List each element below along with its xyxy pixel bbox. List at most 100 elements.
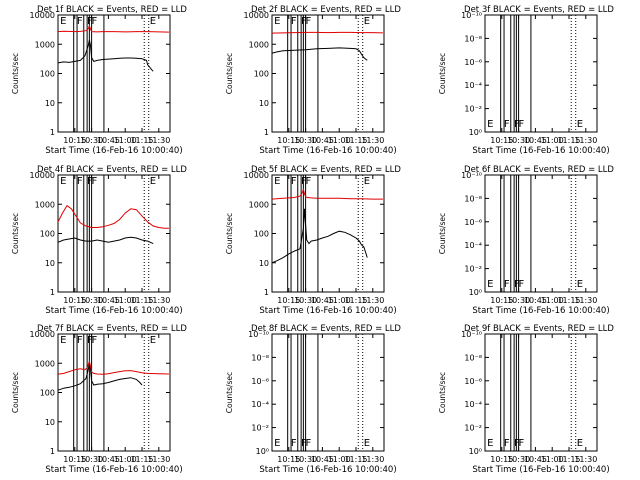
- x-axis-label: Start Time (16-Feb-16 10:00:40): [472, 146, 609, 156]
- flag-marker-f: F: [301, 438, 307, 449]
- x-tick-label: 10:15: [63, 136, 86, 145]
- x-axis-label: Start Time (16-Feb-16 10:00:40): [472, 306, 609, 316]
- x-tick-label: 11:30: [147, 136, 170, 145]
- plot-frame: [484, 174, 598, 293]
- flag-marker-e: E: [60, 176, 66, 187]
- y-tick-label: 10⁻⁸: [251, 353, 269, 362]
- flag-marker-e: E: [577, 438, 583, 449]
- flag-marker-f: F: [291, 176, 297, 187]
- x-tick-label: 11:30: [361, 296, 384, 305]
- x-tick-label: 11:00: [328, 136, 351, 145]
- x-tick-label: 10:45: [311, 455, 334, 464]
- detector-panel-8: Det 8f BLACK = Events, RED = LLD 10⁰ 10⁻² 1…: [225, 324, 401, 475]
- flag-marker-e: E: [577, 279, 583, 290]
- panel-title: Det 9f BLACK = Events, RED = LLD: [464, 324, 614, 334]
- plot-frame: [57, 174, 171, 293]
- panel-title: Det 5f BLACK = Events, RED = LLD: [251, 165, 401, 175]
- x-tick-label: 10:30: [507, 136, 530, 145]
- x-tick-label: 11:30: [361, 136, 384, 145]
- flag-marker-f: F: [291, 16, 297, 27]
- lld-series-line: [271, 187, 383, 200]
- x-tick-label: 11:15: [344, 296, 367, 305]
- x-tick-label: 11:15: [130, 296, 153, 305]
- x-tick-label: 11:00: [114, 296, 137, 305]
- x-tick-label: 11:15: [557, 296, 580, 305]
- flag-marker-f: F: [91, 335, 97, 346]
- y-tick-label: 100: [40, 230, 55, 239]
- flag-marker-e: E: [487, 119, 493, 130]
- y-tick-label: 10⁻⁸: [464, 194, 482, 203]
- y-tick-label: 1000: [35, 40, 55, 49]
- x-tick-label: 10:15: [63, 455, 86, 464]
- panel-title: Det 6f BLACK = Events, RED = LLD: [464, 165, 614, 175]
- y-tick-label: 1: [50, 128, 55, 137]
- lld-series-line: [57, 24, 169, 33]
- events-series-line: [271, 47, 368, 61]
- x-axis-label: Start Time (16-Feb-16 10:00:40): [45, 146, 182, 156]
- y-tick-label: 10: [259, 259, 269, 268]
- y-tick-label: 10⁻²: [464, 424, 482, 433]
- y-axis-label: Counts/sec: [11, 213, 20, 254]
- y-axis-label: Counts/sec: [225, 372, 234, 413]
- panel-title: Det 2f BLACK = Events, RED = LLD: [251, 5, 401, 15]
- flag-marker-f: F: [87, 16, 93, 27]
- x-tick-label: 10:30: [294, 455, 317, 464]
- y-tick-label: 1: [264, 288, 269, 297]
- flag-marker-f: F: [301, 16, 307, 27]
- x-tick-label: 10:15: [490, 455, 513, 464]
- x-tick-label: 11:30: [574, 296, 597, 305]
- y-tick-label: 10⁻⁸: [464, 353, 482, 362]
- flag-marker-e: E: [150, 16, 156, 27]
- detector-panel-6: Det 6f BLACK = Events, RED = LLD 10⁰ 10⁻² 1…: [438, 165, 614, 316]
- flag-marker-e: E: [364, 16, 370, 27]
- x-axis-label: Start Time (16-Feb-16 10:00:40): [45, 465, 182, 475]
- x-tick-label: 10:45: [97, 296, 120, 305]
- panel-title: Det 8f BLACK = Events, RED = LLD: [251, 324, 401, 334]
- flag-marker-f: F: [87, 176, 93, 187]
- x-tick-label: 10:15: [277, 455, 300, 464]
- x-tick-label: 10:45: [97, 455, 120, 464]
- plot-frame: [484, 14, 598, 133]
- flag-marker-e: E: [487, 279, 493, 290]
- plot-frame: [484, 333, 598, 452]
- flag-marker-f: F: [77, 176, 83, 187]
- y-tick-label: 1000: [35, 200, 55, 209]
- flag-marker-e: E: [274, 16, 280, 27]
- lld-series-line: [57, 204, 169, 229]
- x-tick-label: 10:15: [490, 136, 513, 145]
- y-axis-label: Counts/sec: [438, 53, 447, 94]
- flag-marker-f: F: [87, 335, 93, 346]
- flag-marker-f: F: [305, 176, 311, 187]
- y-tick-label: 10⁰: [469, 288, 482, 297]
- y-tick-label: 10⁰: [469, 447, 482, 456]
- x-tick-label: 11:30: [574, 455, 597, 464]
- x-tick-label: 11:00: [328, 296, 351, 305]
- events-series-line: [271, 208, 368, 264]
- flag-marker-f: F: [91, 176, 97, 187]
- x-tick-label: 10:30: [80, 296, 103, 305]
- x-tick-label: 11:00: [328, 455, 351, 464]
- detector-panel-9: Det 9f BLACK = Events, RED = LLD 10⁰ 10⁻² 1…: [438, 324, 614, 475]
- x-tick-label: 11:00: [541, 455, 564, 464]
- x-tick-label: 11:15: [130, 455, 153, 464]
- y-tick-label: 10⁻⁴: [464, 400, 482, 409]
- detector-panel-3: Det 3f BLACK = Events, RED = LLD 10⁰ 10⁻² 1…: [438, 5, 614, 156]
- y-tick-label: 10⁻¹⁰: [461, 330, 482, 339]
- y-axis-label: Counts/sec: [11, 53, 20, 94]
- y-tick-label: 10⁻¹⁰: [248, 330, 269, 339]
- x-tick-label: 11:15: [344, 136, 367, 145]
- x-tick-label: 11:30: [574, 136, 597, 145]
- flag-marker-f: F: [77, 335, 83, 346]
- x-axis-label: Start Time (16-Feb-16 10:00:40): [45, 306, 182, 316]
- x-tick-label: 11:30: [147, 296, 170, 305]
- plot-frame: [271, 174, 385, 293]
- flag-marker-f: F: [514, 119, 520, 130]
- flag-marker-f: F: [301, 176, 307, 187]
- y-tick-label: 10⁻⁶: [464, 58, 482, 67]
- y-tick-label: 100: [254, 230, 269, 239]
- x-axis-label: Start Time (16-Feb-16 10:00:40): [472, 465, 609, 475]
- x-tick-label: 11:30: [147, 455, 170, 464]
- flag-marker-e: E: [60, 16, 66, 27]
- detector-panel-2: Det 2f BLACK = Events, RED = LLD 1 10 100 10…: [225, 5, 401, 156]
